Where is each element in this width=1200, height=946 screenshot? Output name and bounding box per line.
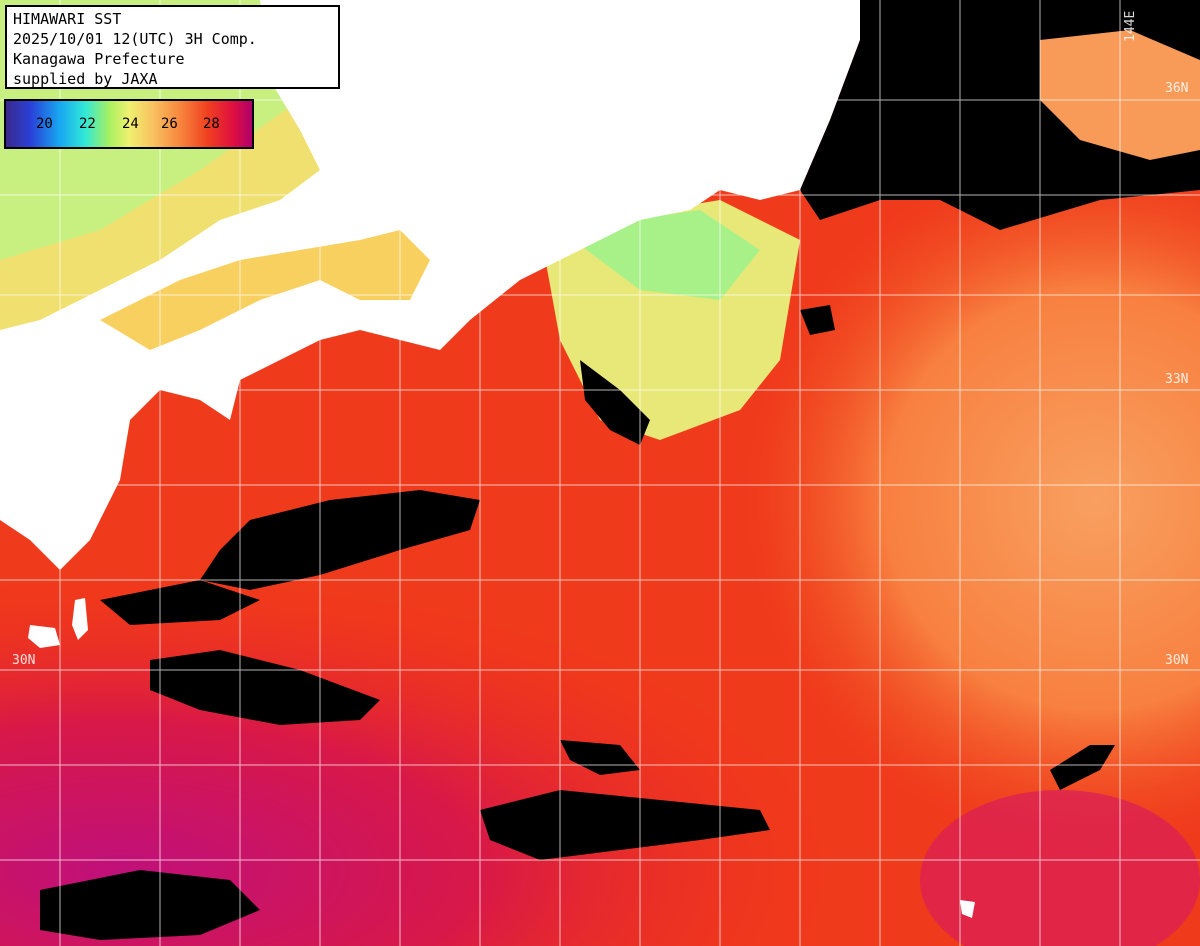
lat-label-30n-right: 30N [1165, 653, 1189, 668]
cloud-small-1 [800, 305, 835, 335]
cloud-small-east [1050, 745, 1115, 790]
cloud-bay [580, 360, 650, 445]
colorbar-tick: 28 [203, 116, 220, 132]
lat-label-30n-left: 30N [12, 653, 36, 668]
land-island-2 [72, 598, 88, 640]
title-product: HIMAWARI SST [13, 10, 122, 28]
title-box: HIMAWARI SST 2025/10/01 12(UTC) 3H Comp.… [5, 5, 340, 89]
cloud-band-3 [150, 650, 380, 725]
lat-label-33n: 33N [1165, 372, 1189, 387]
title-datetime: 2025/10/01 12(UTC) 3H Comp. [13, 30, 257, 48]
sea-hot-southeast [920, 790, 1200, 946]
land-honshu-shikoku [0, 0, 880, 570]
lon-label-136e: 136E [479, 10, 494, 42]
colorbar-tick: 24 [122, 116, 139, 132]
colorbar-tick: 26 [161, 116, 178, 132]
cloud-band-2 [100, 580, 260, 625]
land-island-3 [960, 900, 975, 918]
title-source: supplied by JAXA [13, 70, 158, 88]
cloud-band-4 [480, 790, 770, 860]
land-island-1 [28, 625, 60, 648]
cloud-small-2 [560, 740, 640, 775]
colorbar-tick: 22 [79, 116, 96, 132]
cloud-band-1 [200, 490, 480, 590]
title-region: Kanagawa Prefecture [13, 50, 185, 68]
lat-label-36n: 36N [1165, 81, 1189, 96]
temperature-colorbar: 20 22 24 26 28 [4, 99, 254, 149]
colorbar-tick: 20 [36, 116, 53, 132]
lon-label-144e: 144E [1123, 10, 1138, 42]
cloud-band-5 [40, 870, 260, 940]
sea-inland [100, 230, 430, 350]
